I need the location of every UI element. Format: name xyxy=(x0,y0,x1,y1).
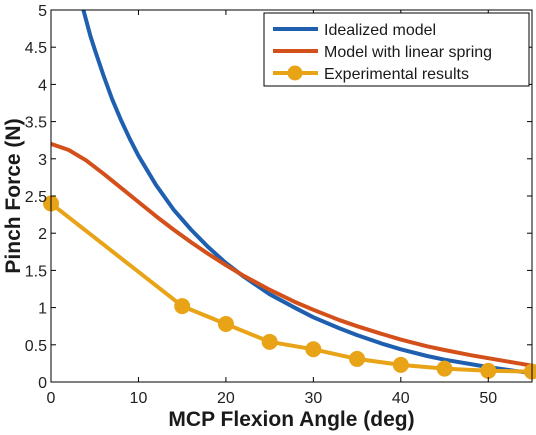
x-tick-label: 50 xyxy=(479,390,497,407)
series-group xyxy=(51,10,532,376)
y-tick-label: 2 xyxy=(38,226,47,243)
series-line-model-with-linear-spring xyxy=(51,141,532,368)
data-point-experimental-results xyxy=(392,356,409,373)
data-point-experimental-results xyxy=(480,362,497,379)
data-point-experimental-results xyxy=(261,333,278,350)
legend-label-model-with-linear-spring: Model with linear spring xyxy=(324,44,492,61)
x-tick-label: 0 xyxy=(47,390,56,407)
data-point-experimental-results xyxy=(524,363,536,380)
ticks-layer: 0 10 20 30 40 50 0 0.5 1 1.5 2 2.5 3 3.5 4 4.5 5 xyxy=(25,3,532,407)
data-point-experimental-results xyxy=(349,350,366,367)
legend-marker-experimental-results xyxy=(287,65,303,81)
y-tick-label: 4 xyxy=(38,77,47,94)
series-line-experimental-results xyxy=(51,201,532,374)
y-tick-label: 3 xyxy=(38,152,47,169)
y-tick-label: 5 xyxy=(38,3,47,20)
y-tick-label: 4.5 xyxy=(25,40,47,57)
y-tick-label: 1.5 xyxy=(25,263,47,280)
x-tick-label: 10 xyxy=(130,390,148,407)
x-tick-label: 30 xyxy=(304,390,322,407)
series-layer xyxy=(43,10,536,380)
y-tick-label: 0 xyxy=(38,375,47,392)
legend-label-experimental-results: Experimental results xyxy=(324,66,469,83)
y-tick-label: 3.5 xyxy=(25,115,47,132)
legend: Idealized model Model with linear spring E… xyxy=(263,12,530,87)
y-tick-label: 2.5 xyxy=(25,189,47,206)
data-point-experimental-results xyxy=(305,341,322,358)
y-axis-title: Pinch Force (N) xyxy=(2,118,25,273)
legend-label-idealized-model: Idealized model xyxy=(324,22,436,39)
data-point-experimental-results xyxy=(436,360,453,377)
data-point-experimental-results xyxy=(217,315,234,332)
x-tick-label: 40 xyxy=(392,390,410,407)
data-point-experimental-results xyxy=(174,298,191,315)
x-tick-label: 20 xyxy=(217,390,235,407)
x-axis-title: MCP Flexion Angle (deg) xyxy=(168,408,414,431)
y-tick-label: 0.5 xyxy=(25,338,47,355)
y-tick-label: 1 xyxy=(38,301,47,318)
